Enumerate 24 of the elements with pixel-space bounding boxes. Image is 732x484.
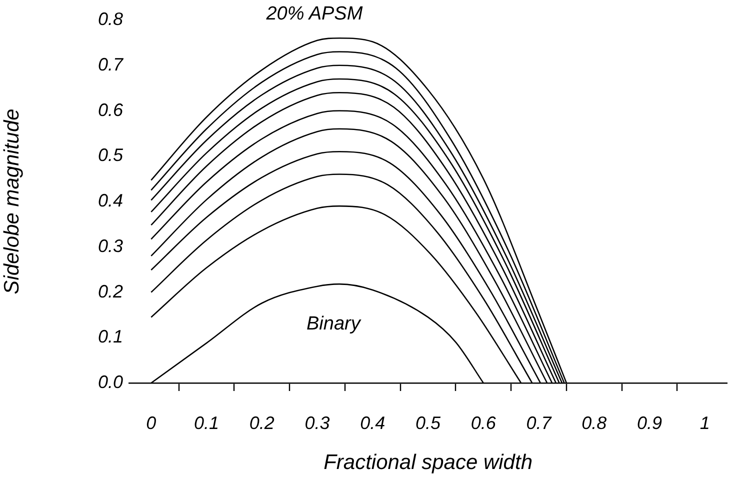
y-tick-label: 0.1 — [98, 326, 123, 347]
x-tick-label: 0.7 — [526, 412, 552, 433]
x-tick-label: 0.1 — [194, 412, 220, 433]
annotation: 20% APSM — [265, 3, 363, 24]
y-tick-label: 0.6 — [98, 100, 124, 120]
x-tick-label: 0.3 — [304, 412, 330, 433]
x-tick-label: 0.9 — [637, 412, 662, 433]
x-tick-label: 0 — [146, 412, 156, 433]
x-tick-label: 0.2 — [249, 412, 274, 433]
y-tick-label: 0.2 — [98, 281, 123, 302]
x-tick-label: 0.5 — [416, 412, 442, 433]
y-tick-label: 0.0 — [98, 372, 123, 392]
annotation: Binary — [306, 313, 362, 334]
x-tick-label: 1 — [700, 412, 710, 433]
y-tick-label: 0.3 — [98, 236, 123, 256]
y-tick-label: 0.5 — [98, 145, 124, 166]
y-tick-label: 0.8 — [98, 9, 123, 29]
y-axis-title: Sidelobe magnitude — [0, 108, 24, 294]
y-tick-label: 0.4 — [98, 190, 123, 210]
x-axis-title: Fractional space width — [324, 451, 533, 474]
x-tick-label: 0.4 — [360, 412, 386, 433]
y-tick-label: 0.7 — [98, 54, 124, 74]
x-tick-label: 0.6 — [470, 412, 497, 433]
x-tick-label: 0.8 — [582, 412, 607, 433]
